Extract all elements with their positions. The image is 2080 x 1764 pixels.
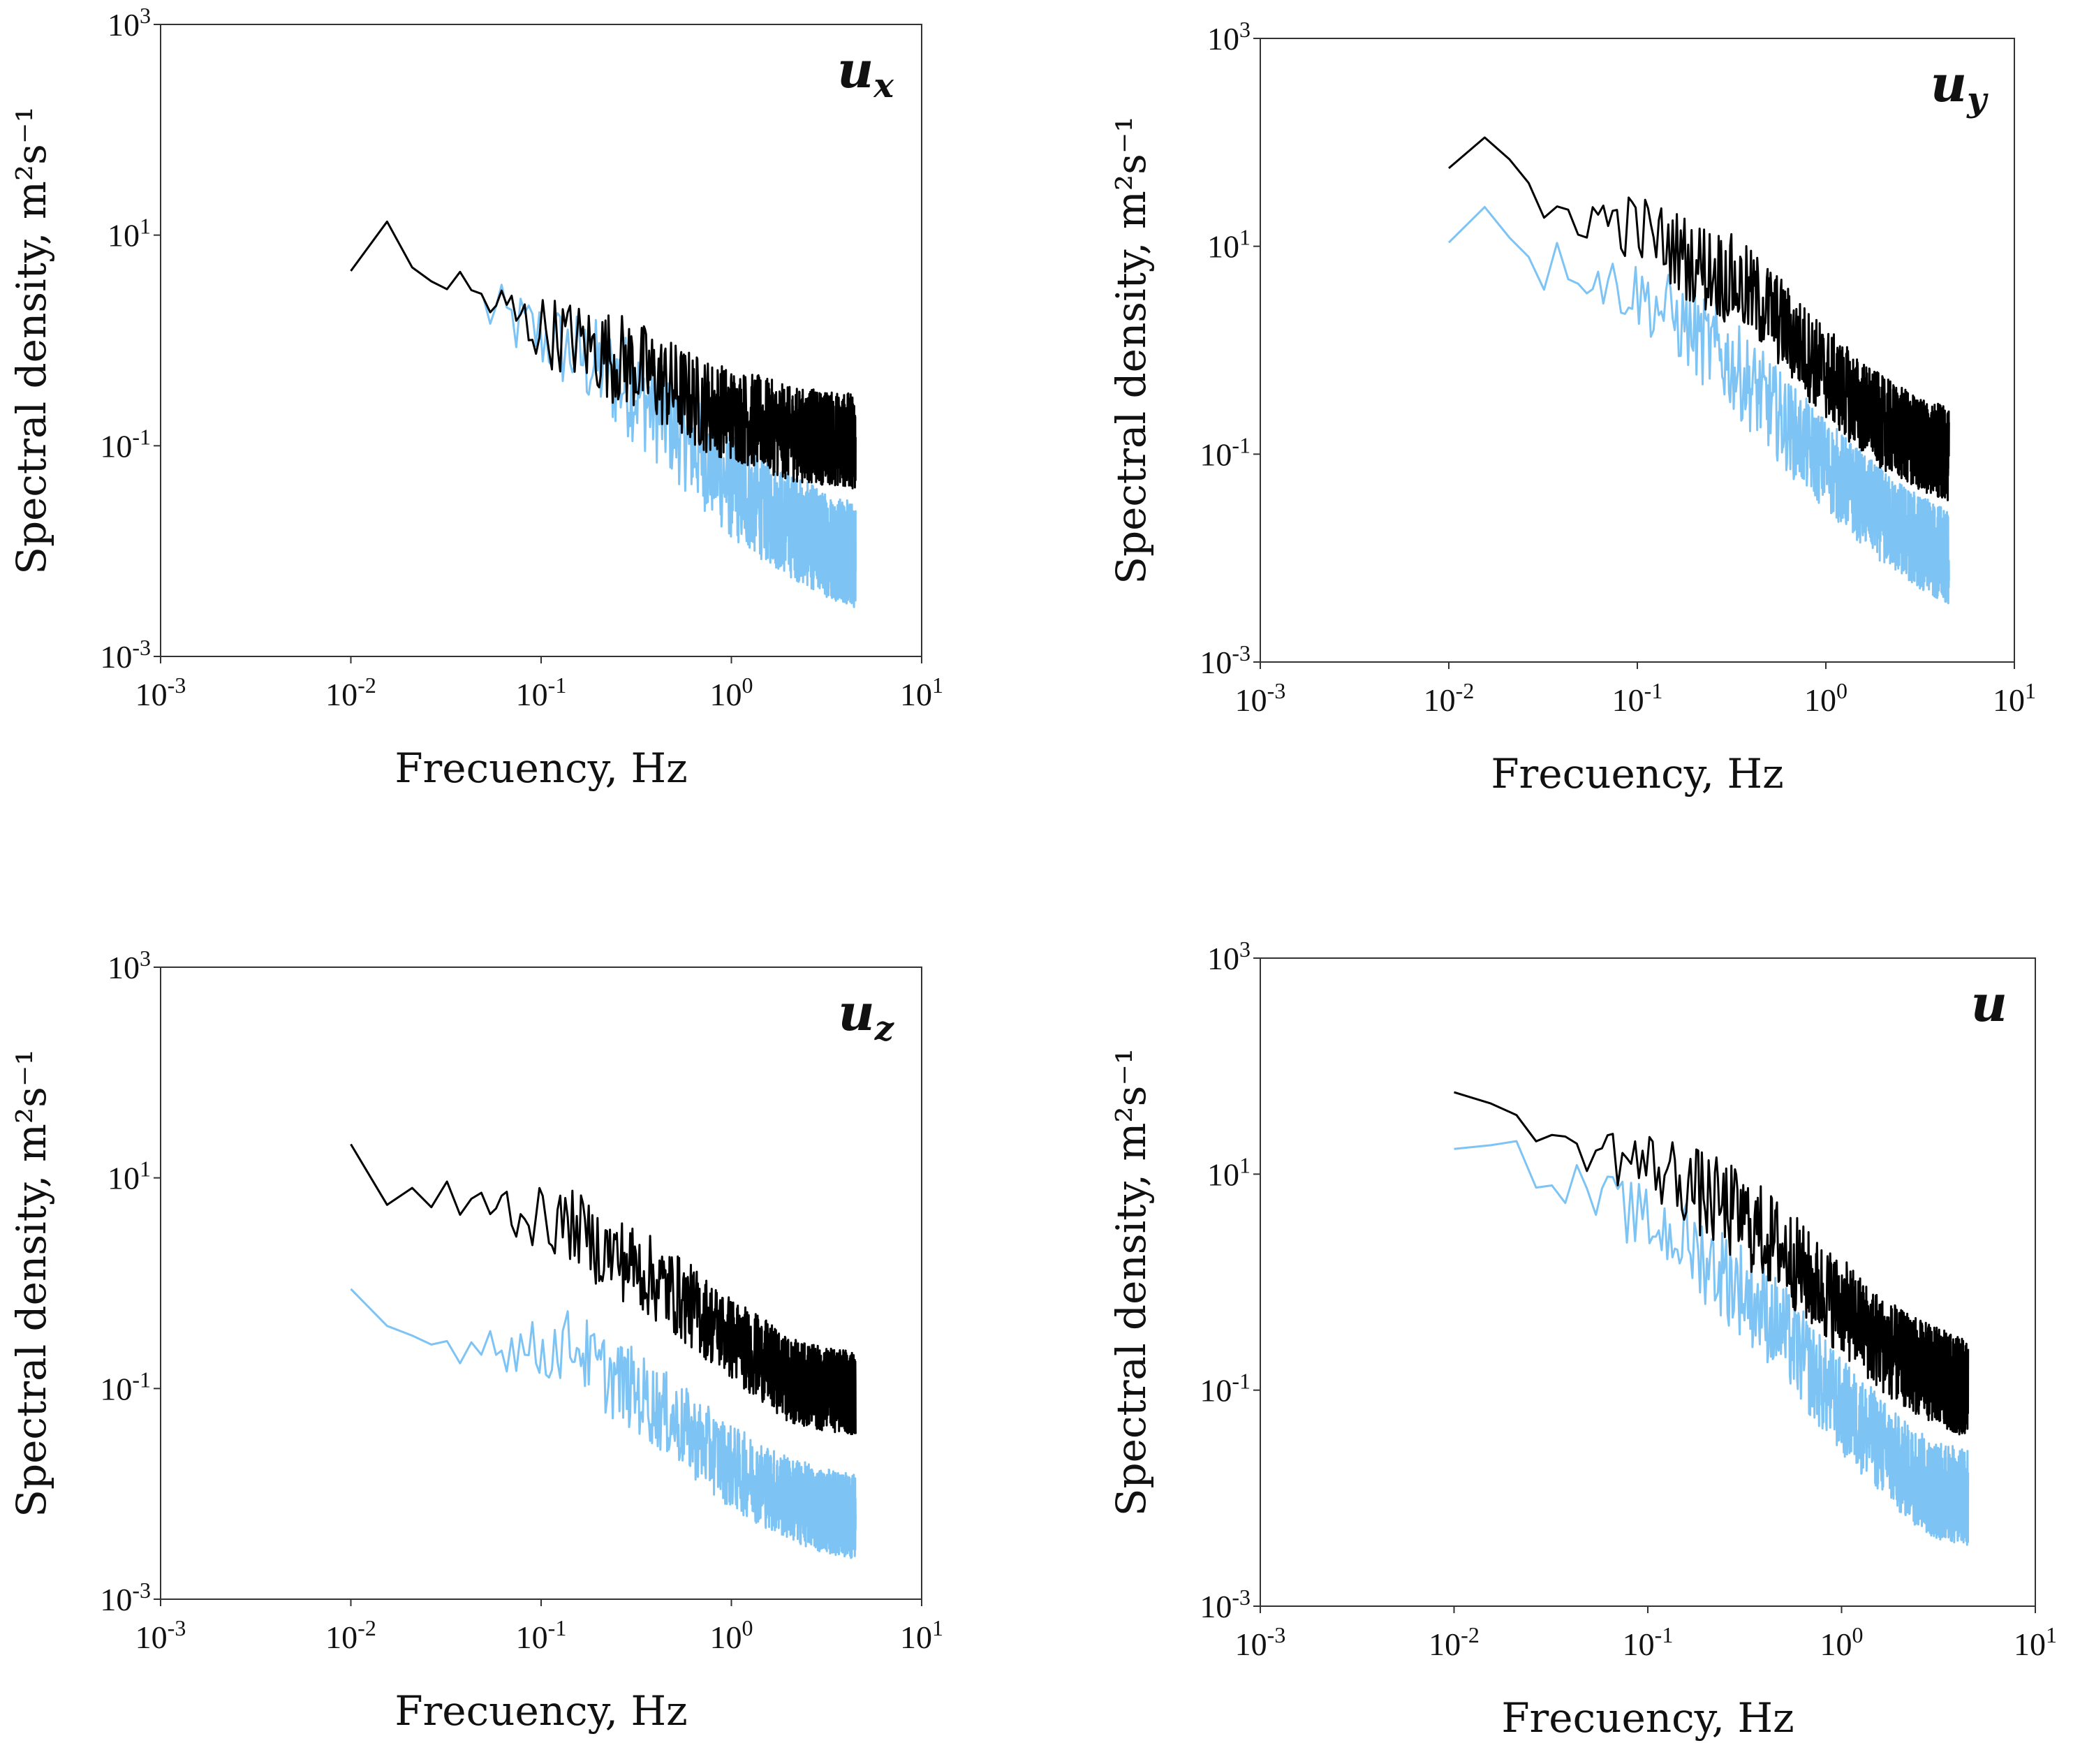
x-axis-label: Frecuency, Hz	[1501, 1694, 1794, 1742]
y-axis-label: Spectral density, m²s⁻¹	[1107, 116, 1155, 585]
x-tick-label: 100	[710, 672, 753, 712]
chart-panel-4: 10-3 10-2 10-1 100 101 103 101 10-1 10-3 Frecuenc…	[1107, 936, 2057, 1742]
series-line-black	[1448, 136, 1950, 501]
y-tick-label: 10-1	[1200, 1369, 1251, 1409]
y-tick-label: 103	[1207, 17, 1251, 57]
x-tick-label: 10-1	[1623, 1622, 1674, 1662]
x-tick-label: 10-1	[516, 672, 567, 712]
y-tick-label: 10-1	[100, 424, 151, 464]
chart-panel-2: 10-3 10-2 10-1 100 101 103 101 10-1 10-3 Frecuenc…	[1107, 17, 2036, 798]
y-tick-label: 103	[108, 946, 151, 985]
chart-panel-3: 10-3 10-2 10-1 100 101 103 101 10-1 10-3 Frecuenc…	[8, 946, 943, 1735]
x-tick-label: 101	[900, 1615, 943, 1655]
y-tick-label: 103	[108, 3, 151, 43]
x-tick-label: 10-2	[1424, 678, 1475, 718]
series-line-blue	[350, 1288, 857, 1559]
y-tick-label: 10-1	[1200, 432, 1251, 472]
x-tick-label: 10-1	[516, 1615, 567, 1655]
y-tick-label: 101	[108, 214, 151, 253]
y-axis-label: Spectral density, m²s⁻¹	[1107, 1048, 1155, 1517]
y-tick-label: 101	[1207, 225, 1251, 265]
panel-label: uz	[838, 983, 894, 1048]
y-tick-label: 101	[1207, 1152, 1251, 1192]
series-line-black	[350, 220, 857, 490]
x-tick-label: 10-2	[325, 1615, 376, 1655]
chart-panel-1: 10-3 10-2 10-1 100 101 103 101 10-1 10-3 Frecuenc…	[8, 3, 943, 792]
panel-label: u	[1971, 973, 2007, 1033]
x-tick-label: 100	[1820, 1622, 1864, 1662]
y-tick-label: 10-3	[1200, 640, 1251, 680]
x-tick-label: 10-3	[135, 672, 186, 712]
panel-label: ux	[837, 40, 894, 105]
panel-label: uy	[1931, 54, 1989, 119]
x-tick-label: 10-3	[1235, 1622, 1286, 1662]
series-line-black	[1454, 1091, 1970, 1436]
x-tick-label: 101	[900, 672, 943, 712]
x-tick-label: 101	[1993, 678, 2036, 718]
x-axis-label: Frecuency, Hz	[394, 744, 687, 792]
x-tick-label: 101	[2014, 1622, 2057, 1662]
y-tick-label: 101	[108, 1156, 151, 1196]
x-tick-label: 10-1	[1612, 678, 1663, 718]
y-tick-label: 103	[1207, 936, 1251, 976]
x-tick-label: 10-2	[1429, 1622, 1480, 1662]
series-line-blue	[1447, 205, 1950, 605]
x-tick-label: 100	[710, 1615, 753, 1655]
y-tick-label: 10-3	[100, 635, 151, 675]
x-tick-label: 100	[1804, 678, 1847, 718]
y-tick-label: 10-1	[100, 1367, 151, 1406]
x-axis-label: Frecuency, Hz	[1491, 750, 1783, 798]
x-tick-label: 10-3	[1235, 678, 1286, 718]
y-tick-label: 10-3	[1200, 1585, 1251, 1624]
x-tick-label: 10-3	[135, 1615, 186, 1655]
x-axis-label: Frecuency, Hz	[394, 1687, 687, 1735]
x-tick-label: 10-2	[325, 672, 376, 712]
series-line-black	[350, 1143, 857, 1436]
y-axis-label: Spectral density, m²s⁻¹	[8, 1049, 55, 1517]
y-tick-label: 10-3	[100, 1578, 151, 1617]
series-line-blue	[1454, 1140, 1970, 1546]
y-axis-label: Spectral density, m²s⁻¹	[8, 106, 55, 575]
